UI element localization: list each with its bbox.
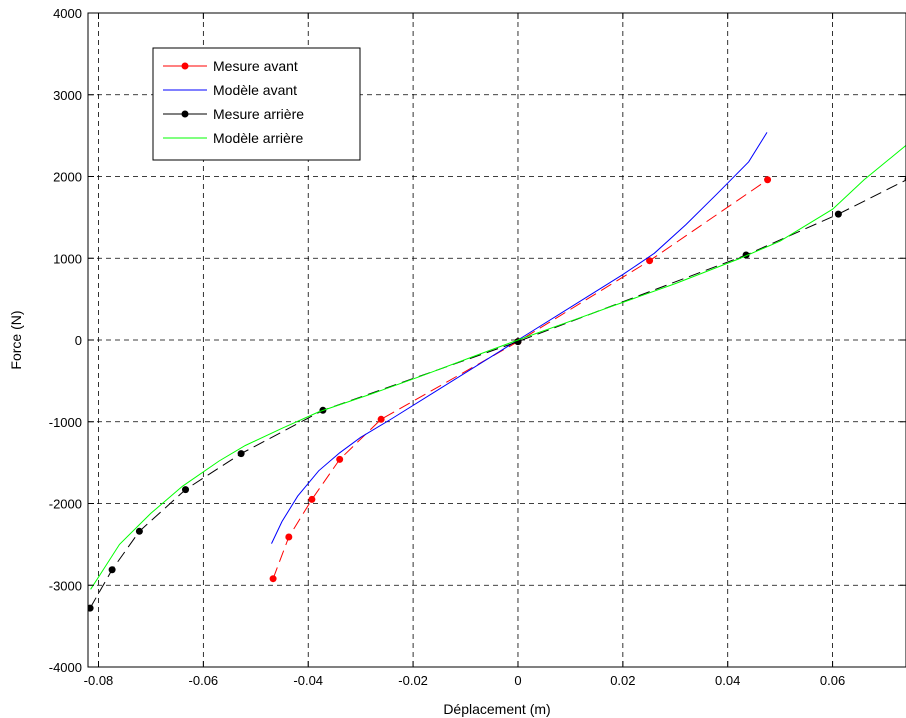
x-tick-label: 0.04 — [715, 673, 740, 688]
y-tick-label: 3000 — [53, 88, 82, 103]
series-line-mesure-arriere — [89, 179, 906, 609]
legend-label-mesure-avant: Mesure avant — [213, 58, 298, 74]
point-mesure-avant — [285, 533, 293, 541]
legend-label-mesure-arriere: Mesure arrière — [213, 106, 304, 122]
x-tick-label: 0.06 — [820, 673, 845, 688]
axis-ticks: -0.08 -0.06 -0.04 -0.02 0 0.02 0.04 0.06 -4000 -3… — [49, 6, 906, 688]
y-tick-label: 0 — [75, 333, 82, 348]
point-mesure-avant — [308, 495, 316, 503]
y-tick-label: 2000 — [53, 170, 82, 185]
series-line-modele-avant — [271, 132, 768, 544]
point-mesure-arriere — [182, 486, 190, 494]
y-tick-label: 4000 — [53, 6, 82, 21]
point-mesure-arriere — [237, 450, 245, 458]
series-line-mesure-avant — [272, 179, 768, 579]
x-tick-label: -0.06 — [189, 673, 219, 688]
x-tick-label: -0.04 — [293, 673, 323, 688]
point-mesure-avant — [269, 575, 277, 583]
legend-marker-mesure-avant — [181, 62, 189, 70]
x-tick-label: 0.02 — [610, 673, 635, 688]
y-tick-label: -4000 — [49, 660, 82, 675]
point-mesure-arriere — [135, 527, 143, 535]
x-axis-label: Déplacement (m) — [443, 701, 550, 717]
legend: Mesure avant Modèle avant Mesure arrière Mo… — [152, 47, 361, 161]
point-mesure-avant — [764, 176, 772, 184]
point-mesure-avant — [646, 257, 654, 265]
legend-label-modele-arriere: Modèle arrière — [213, 130, 303, 146]
legend-marker-mesure-arriere — [181, 110, 189, 118]
y-tick-label: -2000 — [49, 497, 82, 512]
x-tick-label: -0.02 — [398, 673, 428, 688]
legend-label-modele-avant: Modèle avant — [213, 82, 297, 98]
point-mesure-arriere — [88, 604, 94, 612]
point-mesure-avant — [377, 415, 385, 423]
y-tick-label: -3000 — [49, 578, 82, 593]
x-tick-label: -0.08 — [84, 673, 114, 688]
y-tick-label: 1000 — [53, 251, 82, 266]
x-tick-label: 0 — [514, 673, 521, 688]
y-axis-label: Force (N) — [8, 310, 24, 369]
series-line-modele-arriere — [90, 145, 906, 590]
series-group — [88, 132, 906, 612]
point-mesure-arriere — [834, 210, 842, 218]
point-mesure-avant — [336, 455, 344, 463]
y-tick-label: -1000 — [49, 415, 82, 430]
point-mesure-arriere — [108, 566, 116, 574]
